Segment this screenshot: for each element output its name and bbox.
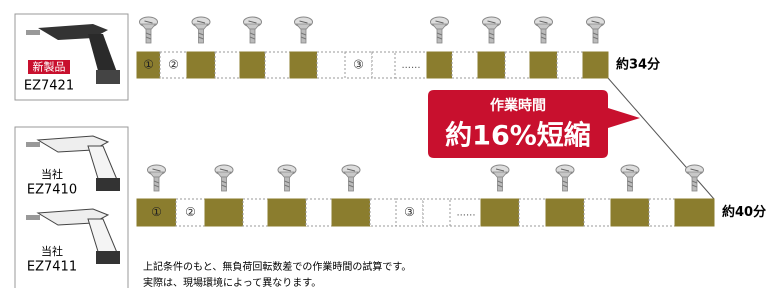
olive-cell: [240, 52, 265, 78]
olive-cell: [583, 52, 608, 78]
screw-icon: [431, 17, 449, 43]
screw-icon: [556, 165, 574, 191]
screw-icon: [192, 17, 210, 43]
step-marker: ①: [151, 205, 162, 219]
step-marker: ②: [185, 205, 196, 219]
empty-cell: [317, 52, 345, 78]
ellipsis: ......: [456, 208, 475, 219]
model: EZ7421: [24, 79, 74, 94]
olive-cell: [478, 52, 505, 78]
ellipsis: ......: [401, 60, 420, 71]
olive-cell: [675, 199, 714, 226]
step-marker: ③: [404, 205, 415, 219]
caption: 上記条件のもと、無負荷回転数差での作業時間の試算です。: [143, 260, 411, 273]
new-tag-text: 新製品: [33, 60, 66, 74]
empty-cell: [306, 199, 332, 226]
screw-icon: [295, 17, 313, 43]
empty-cell: [649, 199, 675, 226]
empty-cell: [505, 52, 530, 78]
empty-cell: [215, 52, 240, 78]
olive-cell: [332, 199, 370, 226]
drill-icon: [26, 24, 120, 84]
callout-value: 約16%短縮: [445, 120, 591, 152]
screw-icon: [483, 17, 501, 43]
maker: 当社: [41, 167, 63, 181]
empty-cell: [584, 199, 611, 226]
empty-cell: [452, 52, 478, 78]
screw-icon: [342, 165, 360, 191]
callout-label: 作業時間: [490, 97, 546, 114]
screw-icon: [491, 165, 509, 191]
empty-cell: [243, 199, 268, 226]
connector: [608, 78, 714, 199]
empty-cell: [423, 199, 450, 226]
screw-icon: [278, 165, 296, 191]
olive-cell: [546, 199, 584, 226]
olive-cell: [530, 52, 557, 78]
empty-cell: [265, 52, 290, 78]
page: 新製品 EZ7421 当社 EZ7410 当社 EZ7411 作業時間 約16%…: [0, 0, 771, 288]
screw-icon: [244, 17, 262, 43]
olive-cell: [205, 199, 243, 226]
olive-cell: [611, 199, 649, 226]
empty-cell: [557, 52, 583, 78]
olive-cell: [268, 199, 306, 226]
step-marker: ①: [143, 58, 154, 72]
olive-cell: [427, 52, 452, 78]
empty-cell: [372, 52, 395, 78]
diagram: 新製品 EZ7421 当社 EZ7410 当社 EZ7411 作業時間 約16%…: [0, 0, 771, 288]
step-marker: ②: [168, 58, 179, 72]
screw-icon: [535, 17, 553, 43]
screw-icon: [621, 165, 639, 191]
caption: 実際は、現場環境によって異なります。: [143, 276, 321, 288]
olive-cell: [481, 199, 519, 226]
empty-cell: [519, 199, 546, 226]
screw-icon: [587, 17, 605, 43]
screw-icon: [686, 165, 704, 191]
model: EZ7410: [27, 183, 77, 198]
screw-icon: [215, 165, 233, 191]
olive-cell: [290, 52, 317, 78]
screw-icon: [148, 165, 166, 191]
time-label: 約40分: [722, 204, 766, 220]
time-label: 約34分: [616, 57, 660, 73]
olive-cell: [187, 52, 215, 78]
screw-icon: [140, 17, 158, 43]
model: EZ7411: [27, 260, 77, 275]
maker: 当社: [41, 244, 63, 258]
step-marker: ③: [353, 58, 364, 72]
empty-cell: [370, 199, 396, 226]
